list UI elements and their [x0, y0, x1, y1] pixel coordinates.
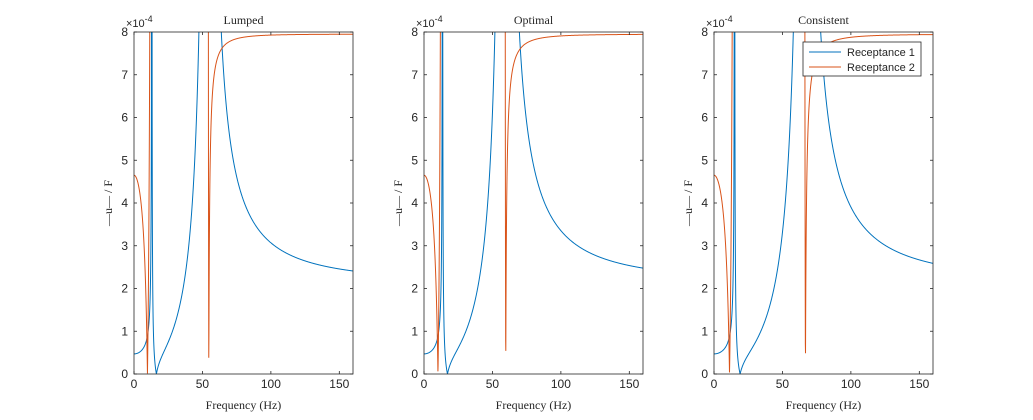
y-tick-label: 8: [121, 25, 128, 39]
x-axis-label: Frequency (Hz): [496, 398, 572, 412]
chart-title: Lumped: [224, 13, 264, 27]
y-tick-label: 3: [701, 239, 708, 253]
x-tick-label: 150: [329, 377, 349, 391]
legend-label-1: Receptance 1: [847, 47, 915, 59]
series-line-1: [134, 32, 353, 374]
y-tick-label: 1: [411, 324, 418, 338]
y-tick-label: 0: [411, 367, 418, 381]
series-line-2: [424, 32, 643, 372]
chart-panel-1: 0 1 2 3 4 5 6 7 8 0 50 100 150 ×10-4 Lumped Frequency (…: [101, 13, 354, 412]
y-tick-label: 7: [411, 68, 418, 82]
y-tick-label: 1: [701, 324, 708, 338]
y-tick-label: 0: [701, 367, 708, 381]
y-axis-label: —u— / F: [391, 180, 405, 227]
x-tick-label: 50: [486, 377, 500, 391]
y-tick-label: 8: [701, 25, 708, 39]
y-tick-label: 1: [121, 324, 128, 338]
x-tick-label: 100: [261, 377, 281, 391]
series-line-2: [134, 32, 353, 374]
y-tick-label: 5: [411, 153, 418, 167]
chart-title: Consistent: [798, 13, 849, 27]
y-tick-label: 4: [121, 196, 128, 210]
y-tick-label: 2: [121, 282, 128, 296]
y-tick-label: 7: [121, 68, 128, 82]
y-tick-label: 2: [411, 282, 418, 296]
x-tick-label: 0: [711, 377, 718, 391]
x-tick-label: 50: [196, 377, 210, 391]
legend-label-2: Receptance 2: [847, 62, 915, 74]
y-tick-label: 6: [121, 111, 128, 125]
chart-title: Optimal: [514, 13, 554, 27]
legend-box: [802, 41, 922, 77]
x-tick-label: 100: [841, 377, 861, 391]
x-tick-label: 150: [619, 377, 639, 391]
x-tick-label: 0: [131, 377, 138, 391]
x-axis-label: Frequency (Hz): [786, 398, 862, 412]
y-tick-label: 2: [701, 282, 708, 296]
y-tick-label: 4: [411, 196, 418, 210]
y-tick-label: 6: [411, 111, 418, 125]
x-tick-label: 150: [909, 377, 929, 391]
x-tick-label: 50: [776, 377, 790, 391]
y-tick-label: 5: [701, 153, 708, 167]
y-tick-label: 5: [121, 153, 128, 167]
y-tick-label: 0: [121, 367, 128, 381]
x-axis-label: Frequency (Hz): [206, 398, 282, 412]
y-tick-label: 8: [411, 25, 418, 39]
y-axis-label: —u— / F: [681, 180, 695, 227]
chart-panel-2: 0 1 2 3 4 5 6 7 8 0 50 100 150 ×10-4 Optimal Frequency …: [391, 13, 644, 412]
x-tick-label: 100: [551, 377, 571, 391]
chart-panel-3: 0 1 2 3 4 5 6 7 8 0 50 100 150 ×10-4 Consistent Frequen…: [681, 13, 934, 412]
y-exponent-label: ×10-4: [706, 14, 733, 30]
y-exponent-label: ×10-4: [126, 14, 153, 30]
y-tick-label: 3: [121, 239, 128, 253]
y-tick-label: 6: [701, 111, 708, 125]
y-tick-label: 3: [411, 239, 418, 253]
x-tick-label: 0: [421, 377, 428, 391]
series-line-1: [424, 32, 643, 374]
y-exponent-label: ×10-4: [416, 14, 443, 30]
y-axis-label: —u— / F: [101, 180, 115, 227]
y-tick-label: 4: [701, 196, 708, 210]
y-tick-label: 7: [701, 68, 708, 82]
